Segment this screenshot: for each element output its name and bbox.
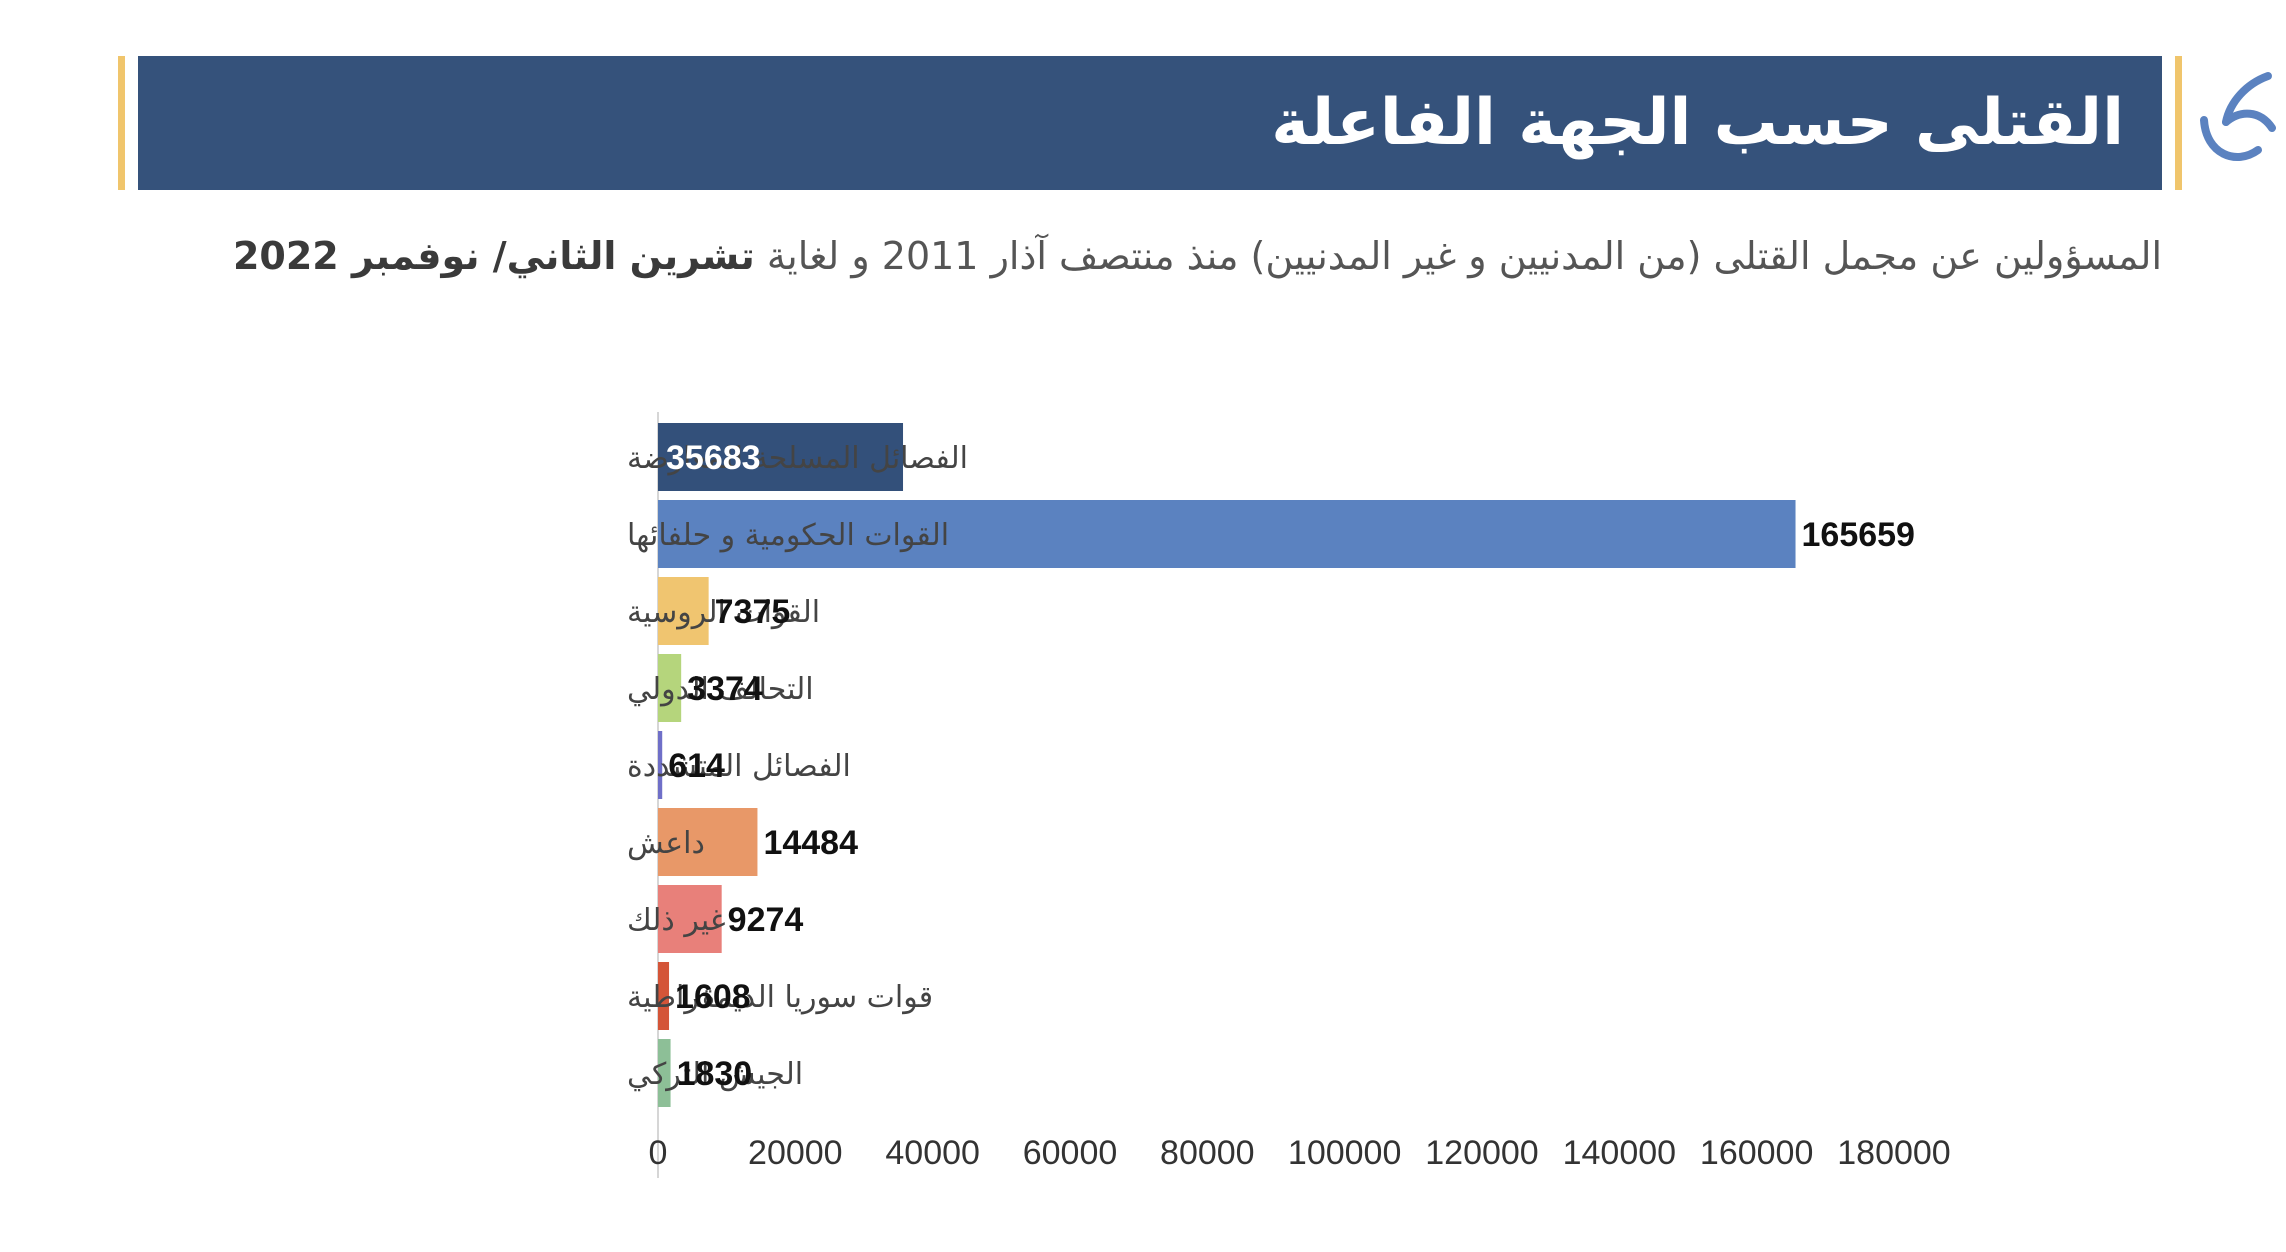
bar-2 [658,500,1796,568]
value-label: 3374 [687,670,763,708]
subtitle: المسؤولين عن مجمل القتلى (من المدنيين و … [200,228,2162,284]
value-label: 614 [668,747,725,785]
bar-1 [658,423,904,491]
x-tick-label: 60000 [1023,1134,1118,1172]
value-label: 14484 [763,824,858,862]
category-label: التحالف الدولي [627,672,814,707]
value-label: 7375 [715,593,791,631]
category-label: الفصائل المتشددة [627,749,851,784]
category-label: الفصائل المسلحة للمعارضة [627,441,968,476]
bar-3 [658,577,709,645]
value-label: 1608 [675,978,751,1016]
x-tick-label: 100000 [1288,1134,1401,1172]
category-label: القوات الروسية [627,595,820,630]
category-label: قوات سوريا الديمقراطية [627,980,933,1015]
page-title: القتلى حسب الجهة الفاعلة [1271,86,2124,160]
value-label: 165659 [1802,516,1915,554]
bar-8 [658,962,670,1030]
x-tick-label: 180000 [1837,1134,1950,1172]
x-tick-label: 0 [649,1134,668,1172]
category-label: داعش [627,826,705,861]
x-tick-label: 120000 [1425,1134,1538,1172]
bar-7 [658,885,722,953]
brand-logo-icon [2200,72,2276,161]
accent-bar-left [118,56,125,190]
category-label: القوات الحكومية و حلفائها [627,518,949,553]
subtitle-text: المسؤولين عن مجمل القتلى (من المدنيين و … [766,234,2162,278]
subtitle-date: تشرين الثاني/ نوفمبر 2022 [232,234,755,278]
bar-9 [658,1039,671,1107]
category-label: غير ذلك [627,903,726,938]
value-label: 35683 [666,439,761,477]
value-label: 1830 [677,1055,753,1093]
x-tick-label: 80000 [1160,1134,1255,1172]
x-tick-label: 20000 [748,1134,843,1172]
x-tick-label: 140000 [1563,1134,1676,1172]
x-tick-label: 160000 [1700,1134,1813,1172]
bar-6 [658,808,758,876]
title-banner: القتلى حسب الجهة الفاعلة [138,56,2162,190]
category-label: الجيش التركي [627,1057,803,1092]
accent-bar-right [2175,56,2182,190]
value-label: 9274 [728,901,804,939]
bar-5 [658,731,663,799]
x-tick-label: 40000 [885,1134,980,1172]
bar-4 [658,654,682,722]
